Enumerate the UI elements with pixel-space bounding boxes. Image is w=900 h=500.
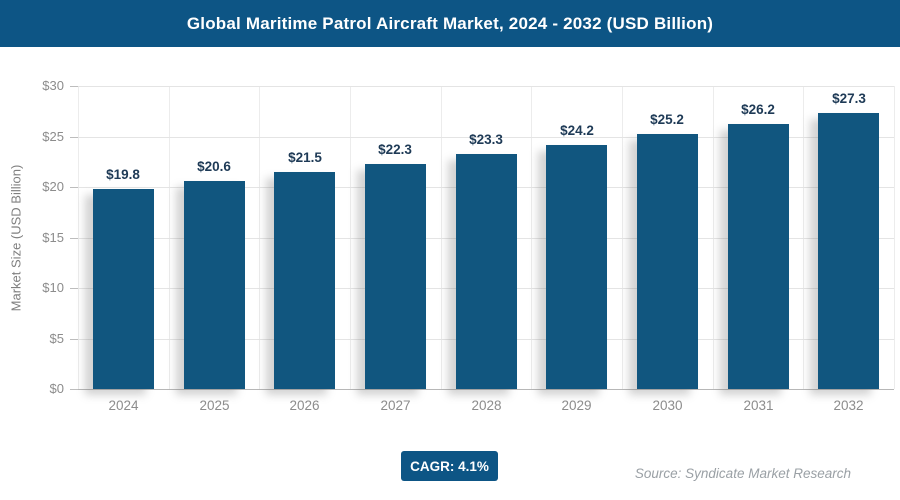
chart-title: Global Maritime Patrol Aircraft Market, … [186, 13, 714, 33]
bar-value-label: $25.2 [650, 112, 684, 127]
bar [456, 154, 517, 389]
y-tick-label: $0 [49, 381, 64, 396]
bar [184, 181, 245, 389]
source-note: Source: Syndicate Market Research [634, 466, 851, 481]
vertical-gridline [803, 86, 804, 389]
vertical-gridline [531, 86, 532, 389]
bar-value-label: $24.2 [560, 123, 594, 138]
bar-value-label: $20.6 [197, 159, 231, 174]
y-tick-mark [70, 339, 78, 340]
vertical-gridline [350, 86, 351, 389]
plot-area: $19.8 $20.6 $21.5 $22.3 $23.3 $24.2 $25.2 $26.2… [78, 86, 895, 390]
y-tick-mark [70, 137, 78, 138]
y-tick-mark [70, 86, 78, 87]
bar [93, 189, 154, 389]
vertical-gridline [894, 86, 895, 389]
vertical-gridline [78, 86, 79, 389]
vertical-gridline [441, 86, 442, 389]
bar [637, 134, 698, 389]
vertical-gridline [259, 86, 260, 389]
bar [728, 124, 789, 389]
x-tick-label: 2025 [199, 398, 230, 413]
vertical-gridline [713, 86, 714, 389]
bar [546, 145, 607, 389]
bar-value-label: $19.8 [106, 167, 140, 182]
bar [818, 113, 879, 389]
x-tick-label: 2029 [561, 398, 592, 413]
y-tick-label: $20 [42, 179, 64, 194]
horizontal-gridline [78, 86, 894, 87]
x-tick-label: 2026 [289, 398, 320, 413]
horizontal-gridline [78, 389, 894, 390]
x-tick-label: 2027 [380, 398, 411, 413]
y-tick-label: $10 [42, 280, 64, 295]
title-banner: Global Maritime Patrol Aircraft Market, … [0, 0, 900, 47]
y-tick-mark [70, 187, 78, 188]
x-tick-label: 2031 [743, 398, 774, 413]
bar-value-label: $26.2 [741, 102, 775, 117]
x-tick-label: 2032 [833, 398, 864, 413]
y-tick-mark [70, 389, 78, 390]
y-tick-label: $5 [49, 331, 64, 346]
vertical-gridline [169, 86, 170, 389]
x-tick-label: 2028 [471, 398, 502, 413]
y-tick-label: $15 [42, 230, 64, 245]
x-tick-label: 2024 [108, 398, 139, 413]
y-tick-mark [70, 238, 78, 239]
bar-value-label: $21.5 [288, 150, 322, 165]
bar [365, 164, 426, 389]
cagr-badge: CAGR: 4.1% [401, 451, 498, 481]
bar [274, 172, 335, 389]
horizontal-gridline [78, 137, 894, 138]
x-tick-label: 2030 [652, 398, 683, 413]
bar-value-label: $22.3 [378, 142, 412, 157]
y-tick-label: $30 [42, 78, 64, 93]
y-tick-mark [70, 288, 78, 289]
vertical-gridline [622, 86, 623, 389]
y-tick-label: $25 [42, 129, 64, 144]
bar-value-label: $27.3 [832, 91, 866, 106]
bar-value-label: $23.3 [469, 132, 503, 147]
